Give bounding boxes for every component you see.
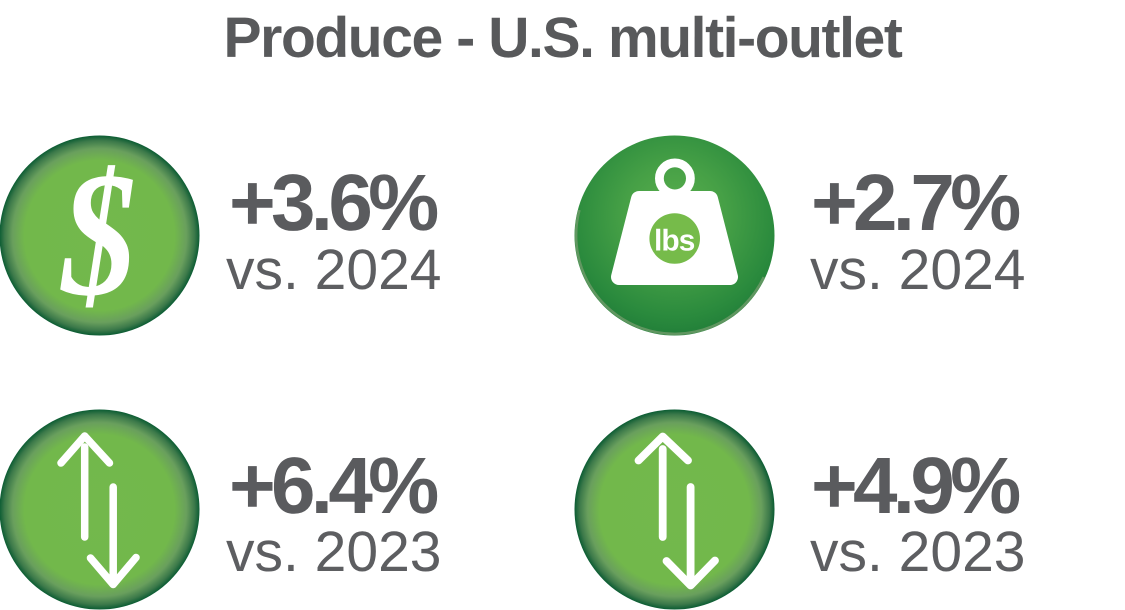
svg-text:$: $ [60,136,136,333]
